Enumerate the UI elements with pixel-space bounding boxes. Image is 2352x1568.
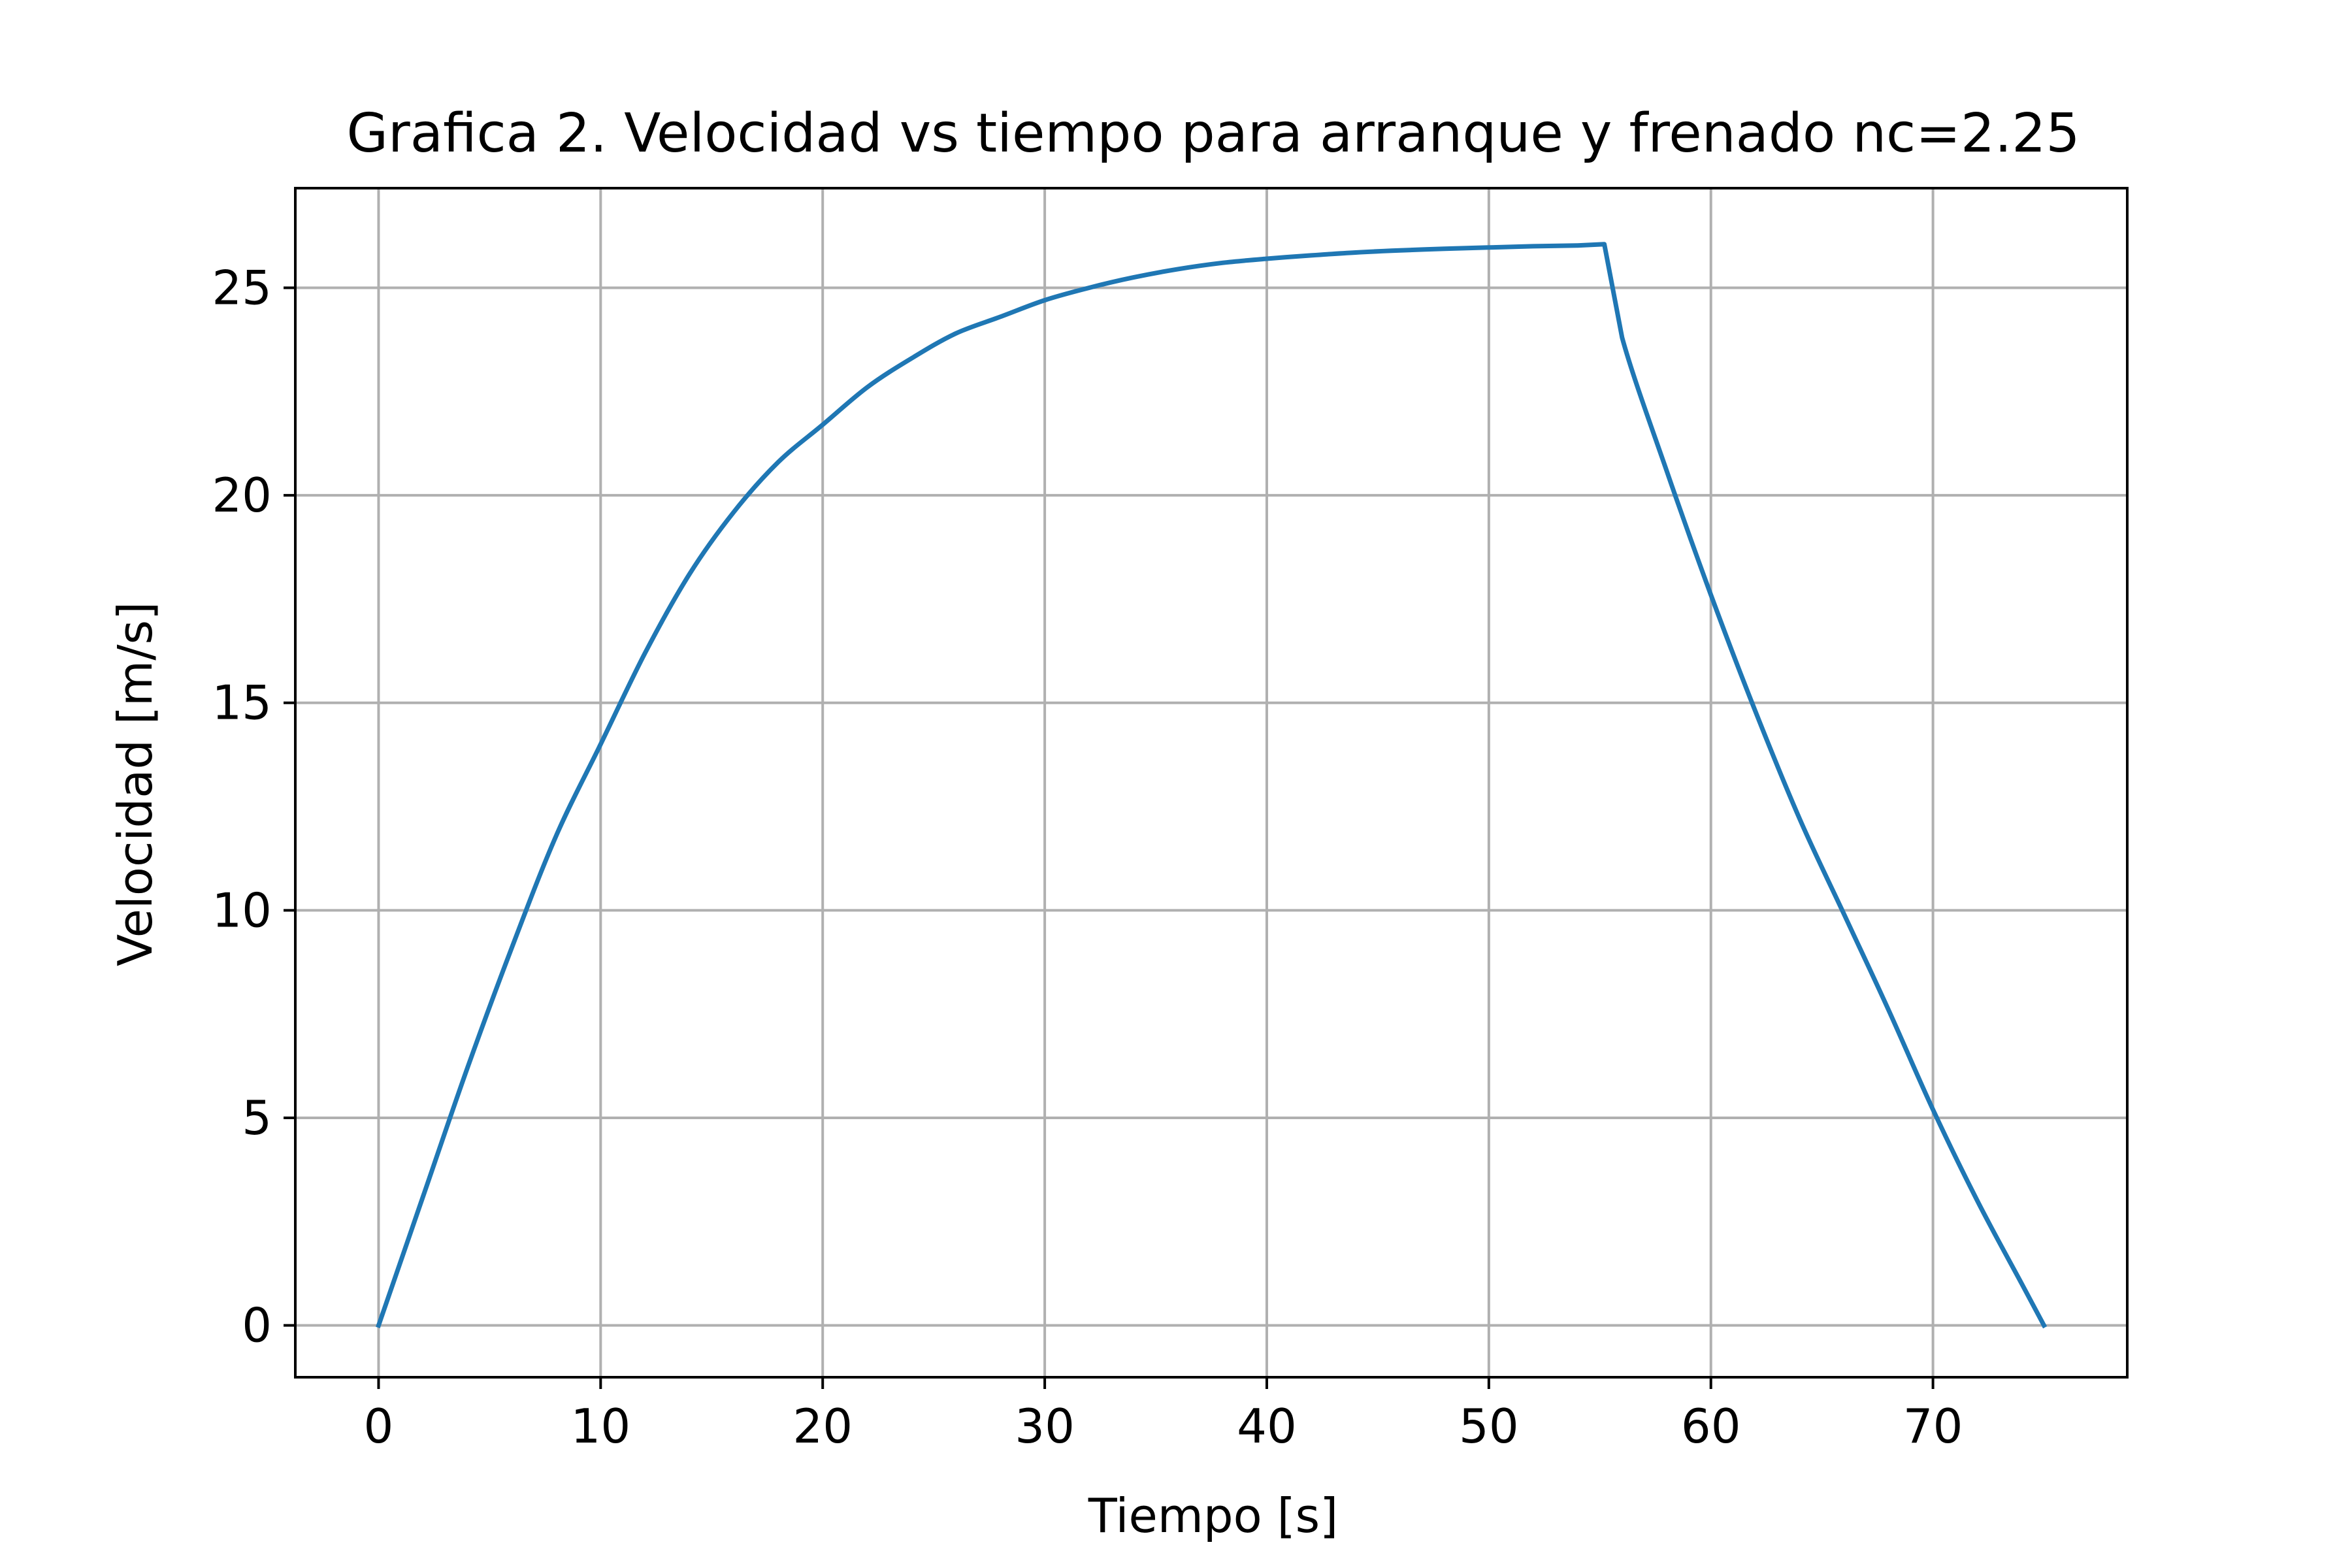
- y-axis-label: Velocidad [m/s]: [108, 602, 163, 966]
- series-layer: [376, 242, 2048, 1329]
- y-tick-label: 25: [212, 260, 272, 315]
- y-tick-label: 10: [212, 883, 272, 938]
- x-tick-label: 20: [792, 1399, 853, 1454]
- x-tick-label: 60: [1681, 1399, 1741, 1454]
- y-tick-label: 0: [242, 1298, 272, 1353]
- grid: [295, 188, 2127, 1377]
- y-tick-label: 5: [242, 1090, 272, 1145]
- x-tick-label: 30: [1015, 1399, 1075, 1454]
- plot-frame: [294, 187, 2129, 1379]
- series-line-velocidad: [376, 242, 2048, 1329]
- tick-labels: 0 10 20 30 40 50 60 70 0 5 10 15 20 25: [212, 260, 1963, 1454]
- chart-title: Grafica 2. Velocidad vs tiempo para arra…: [346, 103, 2080, 165]
- x-tick-label: 0: [364, 1399, 394, 1454]
- y-tick-label: 20: [212, 468, 272, 523]
- tick-marks: [284, 286, 1935, 1389]
- y-tick-label: 15: [212, 676, 272, 730]
- x-tick-label: 70: [1903, 1399, 1963, 1454]
- x-tick-label: 40: [1237, 1399, 1297, 1454]
- x-tick-label: 10: [571, 1399, 631, 1454]
- x-axis-label: Tiempo [s]: [1088, 1488, 1339, 1543]
- x-tick-label: 50: [1459, 1399, 1519, 1454]
